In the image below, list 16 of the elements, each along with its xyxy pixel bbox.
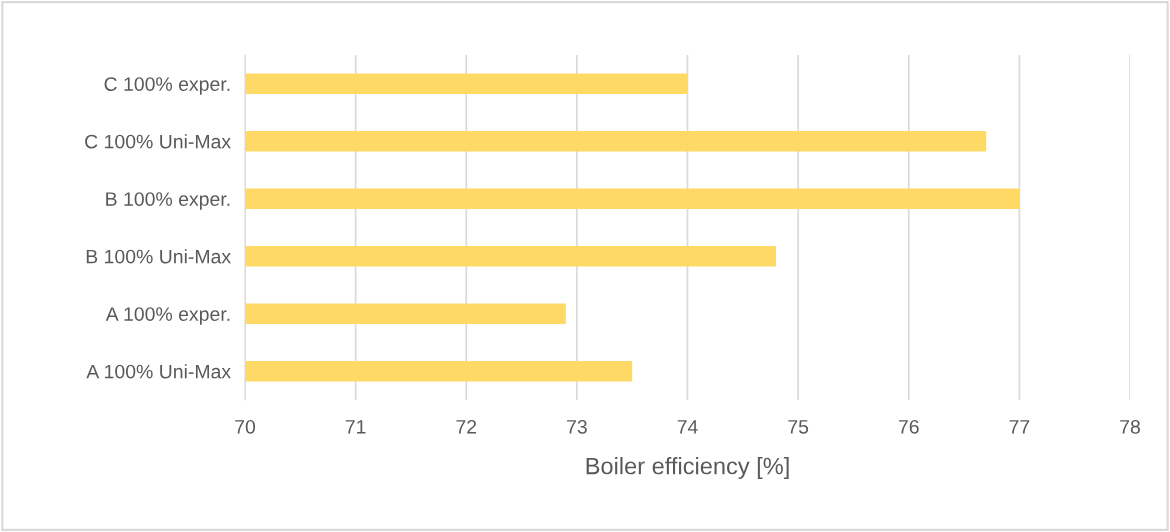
- y-tick-label: C 100% Uni-Max: [85, 134, 231, 149]
- y-tick-label: A 100% Uni-Max: [86, 364, 231, 379]
- x-tick-label: 75: [788, 420, 809, 434]
- x-tick-label: 73: [567, 419, 587, 434]
- x-tick-label: 72: [456, 419, 477, 434]
- x-tick-label: 71: [345, 420, 366, 434]
- x-tick-label: 74: [677, 420, 698, 434]
- y-tick-label: C 100% exper.: [104, 77, 230, 95]
- x-tick-label: 70: [235, 419, 256, 434]
- x-tick-label: 78: [1120, 419, 1140, 434]
- x-tick-label: 77: [1009, 420, 1030, 434]
- y-tick-label: B 100% exper.: [106, 192, 230, 210]
- x-tick-label: 76: [898, 419, 919, 434]
- x-axis-title: Boiler efficiency [%]: [586, 457, 789, 480]
- y-tick-label: A 100% exper.: [105, 307, 230, 325]
- y-tick-label: B 100% Uni-Max: [86, 249, 231, 264]
